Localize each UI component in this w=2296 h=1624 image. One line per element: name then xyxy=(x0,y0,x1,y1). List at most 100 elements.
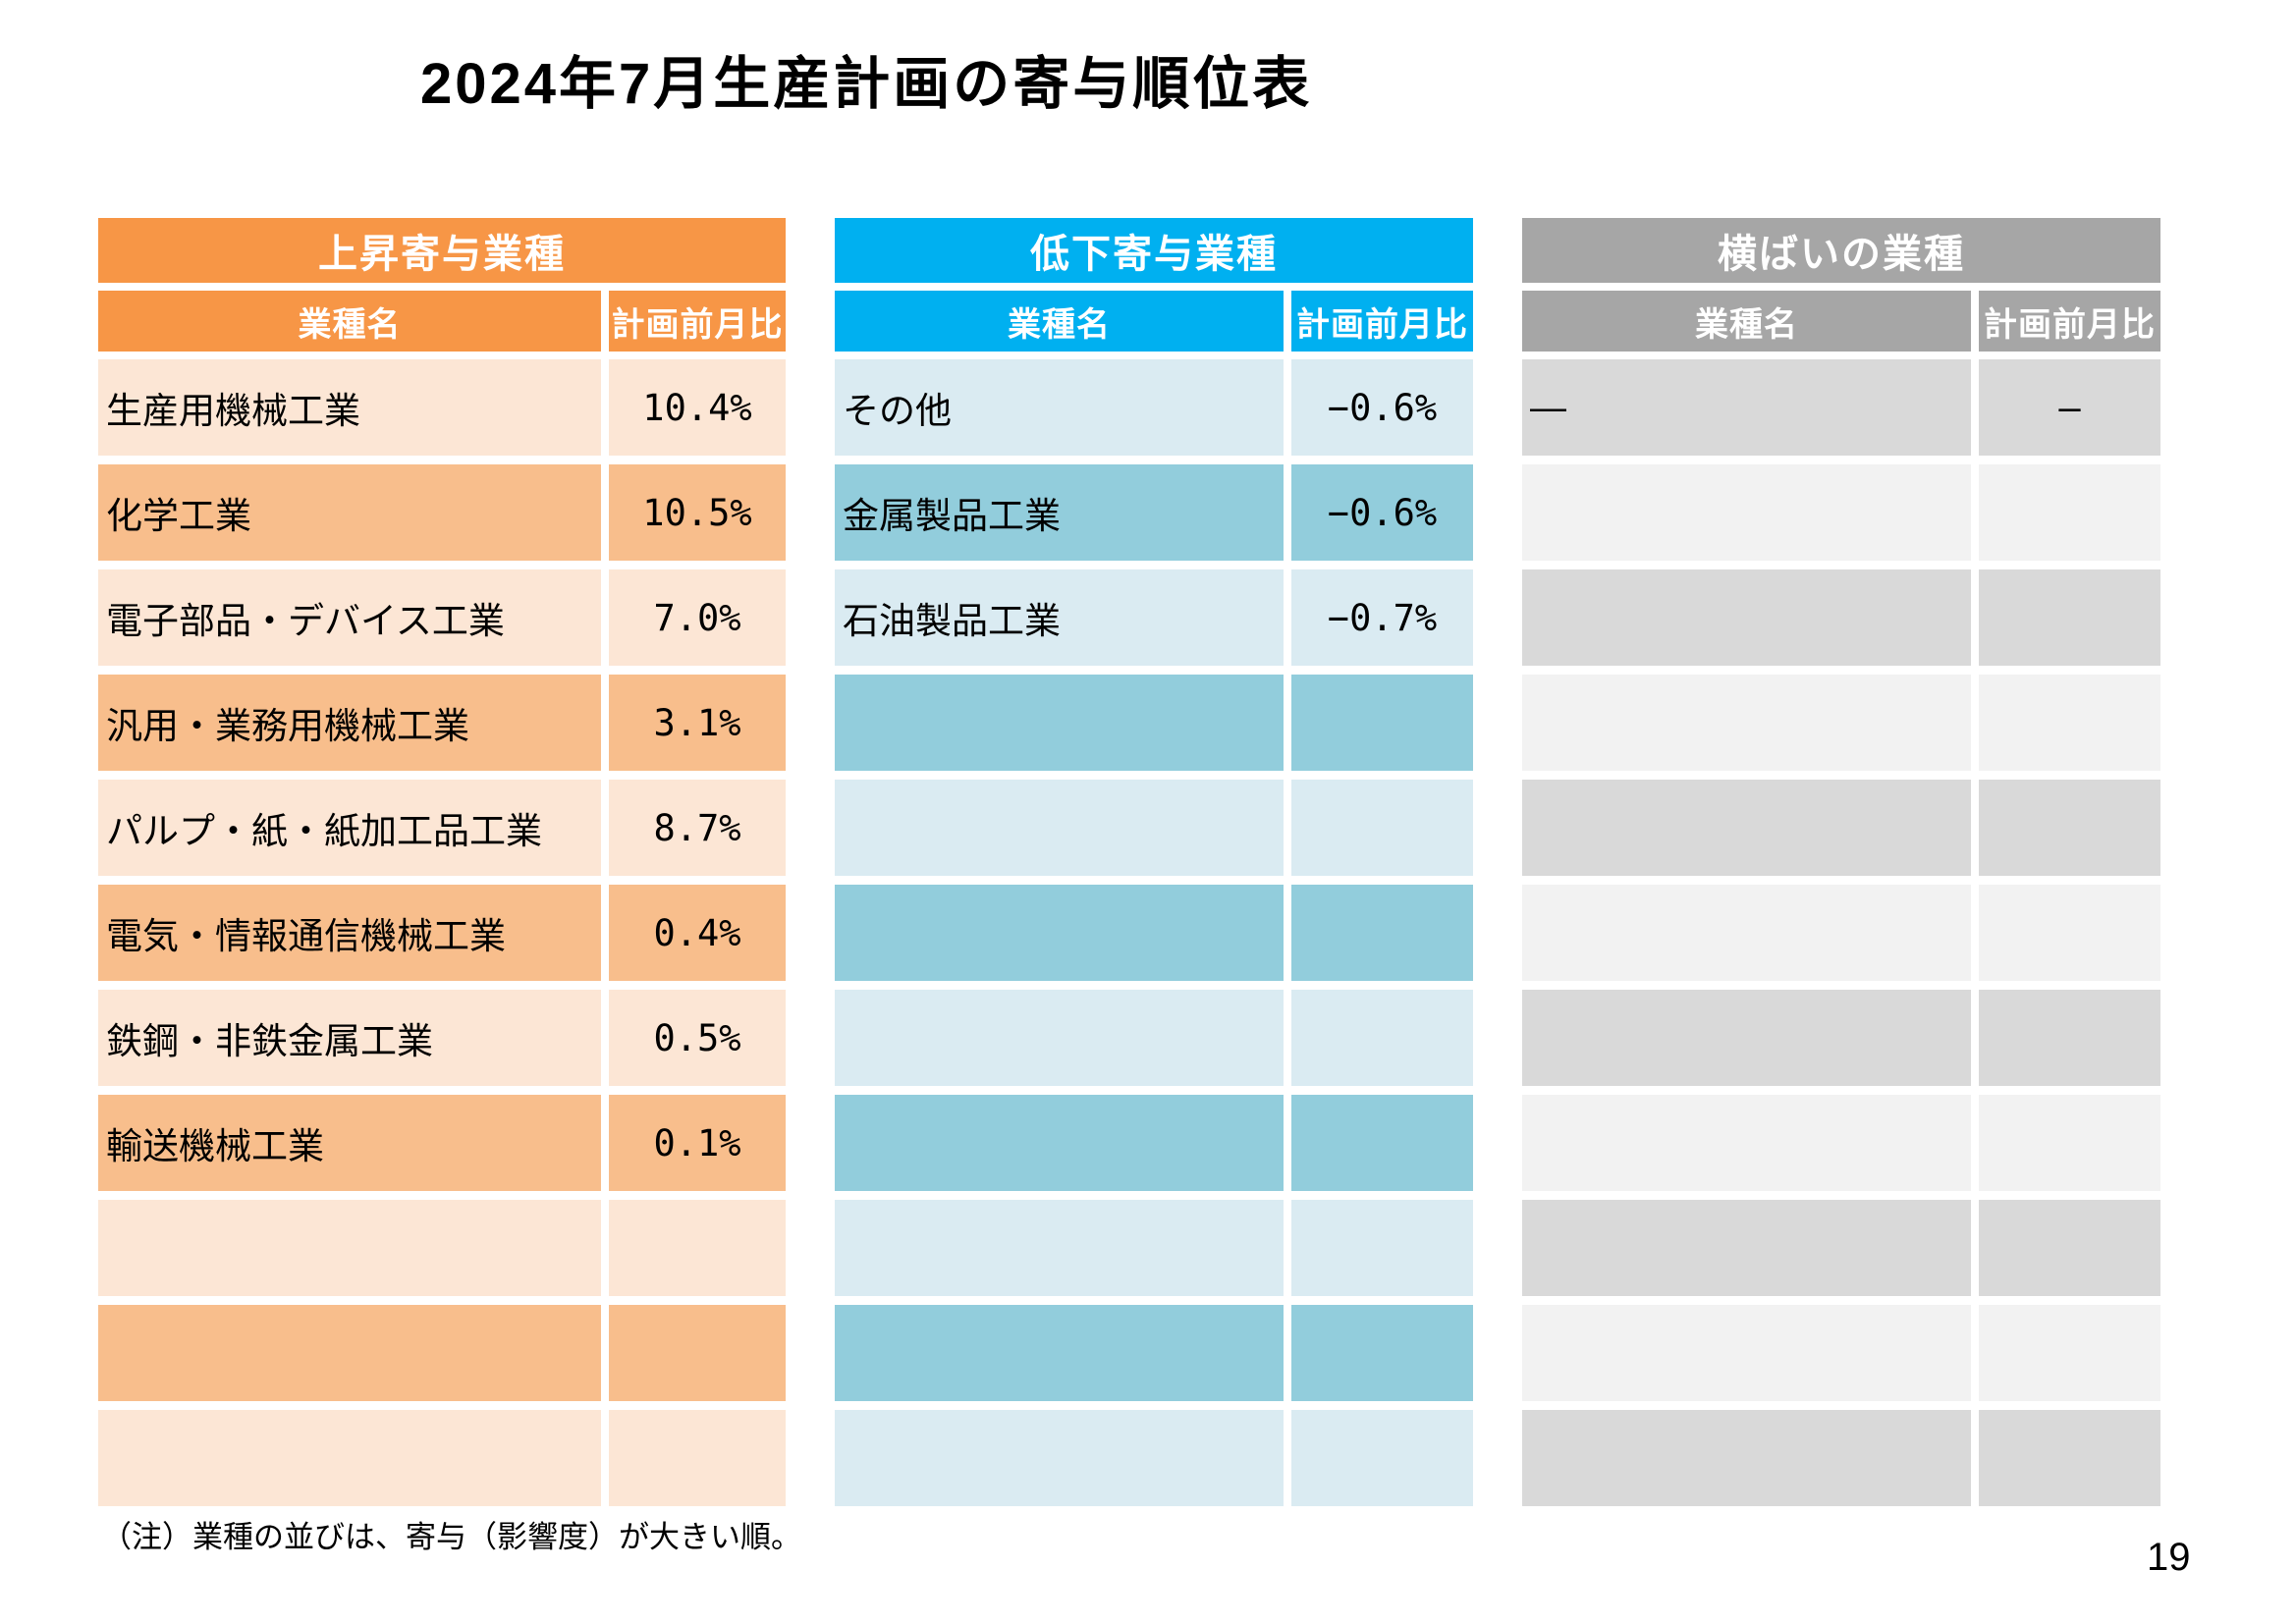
industry-name-cell: 金属製品工業 xyxy=(835,464,1284,561)
industry-name-cell xyxy=(1522,1200,1971,1296)
table-row: 電子部品・デバイス工業 7.0% xyxy=(98,569,786,666)
column-header-industry-name: 業種名 xyxy=(1522,291,1971,352)
mom-value-cell xyxy=(1291,1410,1473,1506)
column-header-industry-name: 業種名 xyxy=(98,291,601,352)
column-header-industry-name: 業種名 xyxy=(835,291,1284,352)
table-row xyxy=(1522,675,2160,771)
table-row xyxy=(1522,780,2160,876)
table-row xyxy=(835,780,1473,876)
mom-value-cell xyxy=(1291,1095,1473,1191)
industry-name-cell xyxy=(98,1410,601,1506)
industry-name-cell xyxy=(835,780,1284,876)
industry-name-cell xyxy=(1522,675,1971,771)
table-row xyxy=(1522,990,2160,1086)
table-row: 金属製品工業 −0.6% xyxy=(835,464,1473,561)
table-row xyxy=(1522,1305,2160,1401)
industry-name-cell: 石油製品工業 xyxy=(835,569,1284,666)
table-title-falling: 低下寄与業種 xyxy=(835,218,1473,283)
footnote: （注）業種の並びは、寄与（影響度）が大きい順。 xyxy=(101,1520,801,1554)
industry-name-cell: その他 xyxy=(835,359,1284,456)
column-header-plan-mom: 計画前月比 xyxy=(1979,291,2160,352)
table-flat-industries: 横ばいの業種 業種名 計画前月比 — — xyxy=(1522,218,2160,1506)
column-header-row: 業種名 計画前月比 xyxy=(835,291,1473,352)
industry-name-cell xyxy=(835,675,1284,771)
industry-name-cell: 汎用・業務用機械工業 xyxy=(98,675,601,771)
industry-name-cell: — xyxy=(1522,359,1971,456)
mom-value-cell xyxy=(1979,990,2160,1086)
table-row: 鉄鋼・非鉄金属工業 0.5% xyxy=(98,990,786,1086)
table-title-rising: 上昇寄与業種 xyxy=(98,218,786,283)
table-row xyxy=(835,1410,1473,1506)
mom-value-cell xyxy=(1979,885,2160,981)
mom-value-cell xyxy=(1979,675,2160,771)
mom-value-cell xyxy=(1979,1095,2160,1191)
mom-value-cell xyxy=(1979,1200,2160,1296)
mom-value-cell: −0.7% xyxy=(1291,569,1473,666)
mom-value-cell xyxy=(1291,990,1473,1086)
industry-name-cell xyxy=(1522,569,1971,666)
industry-name-cell: 鉄鋼・非鉄金属工業 xyxy=(98,990,601,1086)
table-row: — — xyxy=(1522,359,2160,456)
mom-value-cell: 0.1% xyxy=(609,1095,786,1191)
table-row: 石油製品工業 −0.7% xyxy=(835,569,1473,666)
industry-name-cell xyxy=(835,990,1284,1086)
industry-name-cell xyxy=(1522,464,1971,561)
mom-value-cell: 10.5% xyxy=(609,464,786,561)
table-row: 輸送機械工業 0.1% xyxy=(98,1095,786,1191)
table-row xyxy=(98,1410,786,1506)
table-title-flat: 横ばいの業種 xyxy=(1522,218,2160,283)
industry-name-cell xyxy=(835,1305,1284,1401)
mom-value-cell xyxy=(1979,1305,2160,1401)
table-row xyxy=(1522,1200,2160,1296)
table-row xyxy=(1522,569,2160,666)
mom-value-cell xyxy=(1291,1200,1473,1296)
mom-value-cell: 7.0% xyxy=(609,569,786,666)
table-row xyxy=(835,1095,1473,1191)
table-falling-industries: 低下寄与業種 業種名 計画前月比 その他 −0.6% 金属製品工業 −0.6% 石油製品… xyxy=(835,218,1473,1506)
mom-value-cell xyxy=(1291,675,1473,771)
table-row xyxy=(1522,1095,2160,1191)
table-body: — — xyxy=(1522,359,2160,1506)
mom-value-cell xyxy=(1291,1305,1473,1401)
industry-name-cell: 化学工業 xyxy=(98,464,601,561)
industry-name-cell: パルプ・紙・紙加工品工業 xyxy=(98,780,601,876)
industry-name-cell xyxy=(1522,1305,1971,1401)
table-row xyxy=(1522,1410,2160,1506)
industry-name-cell: 電子部品・デバイス工業 xyxy=(98,569,601,666)
mom-value-cell: −0.6% xyxy=(1291,464,1473,561)
industry-name-cell: 生産用機械工業 xyxy=(98,359,601,456)
industry-name-cell xyxy=(1522,1410,1971,1506)
mom-value-cell xyxy=(1291,780,1473,876)
mom-value-cell: 0.5% xyxy=(609,990,786,1086)
table-row xyxy=(835,990,1473,1086)
mom-value-cell xyxy=(1979,464,2160,561)
mom-value-cell xyxy=(1979,569,2160,666)
table-row xyxy=(835,1305,1473,1401)
industry-name-cell xyxy=(835,885,1284,981)
industry-name-cell xyxy=(1522,780,1971,876)
table-row: 生産用機械工業 10.4% xyxy=(98,359,786,456)
mom-value-cell xyxy=(609,1305,786,1401)
mom-value-cell xyxy=(1979,780,2160,876)
industry-name-cell xyxy=(1522,990,1971,1086)
table-row xyxy=(1522,885,2160,981)
column-header-plan-mom: 計画前月比 xyxy=(1291,291,1473,352)
table-row xyxy=(835,885,1473,981)
mom-value-cell xyxy=(609,1200,786,1296)
industry-name-cell xyxy=(98,1305,601,1401)
column-header-row: 業種名 計画前月比 xyxy=(1522,291,2160,352)
page-title: 2024年7月生産計画の寄与順位表 xyxy=(420,52,1313,116)
industry-name-cell xyxy=(98,1200,601,1296)
industry-name-cell: 電気・情報通信機械工業 xyxy=(98,885,601,981)
column-header-row: 業種名 計画前月比 xyxy=(98,291,786,352)
mom-value-cell: −0.6% xyxy=(1291,359,1473,456)
tables-container: 上昇寄与業種 業種名 計画前月比 生産用機械工業 10.4% 化学工業 10.5% 電子… xyxy=(98,218,2160,1506)
table-row xyxy=(835,675,1473,771)
industry-name-cell xyxy=(1522,1095,1971,1191)
table-row: 化学工業 10.5% xyxy=(98,464,786,561)
mom-value-cell: — xyxy=(1979,359,2160,456)
industry-name-cell xyxy=(835,1200,1284,1296)
mom-value-cell: 8.7% xyxy=(609,780,786,876)
industry-name-cell xyxy=(835,1410,1284,1506)
mom-value-cell xyxy=(1291,885,1473,981)
